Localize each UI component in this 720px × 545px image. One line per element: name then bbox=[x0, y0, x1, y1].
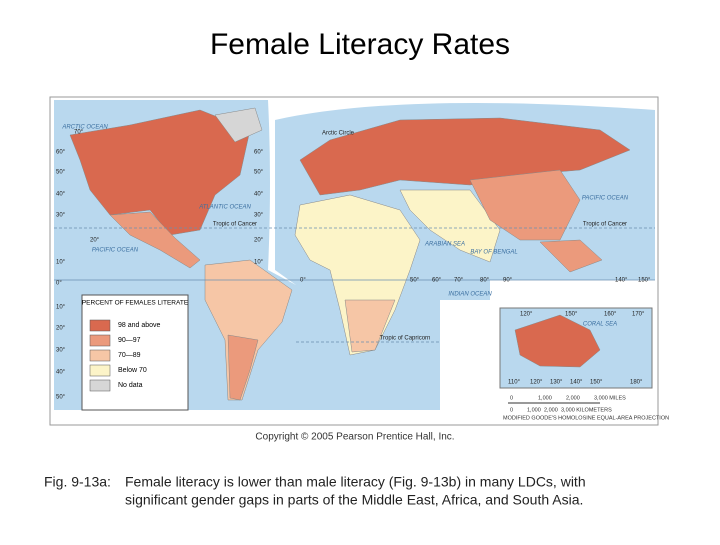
south-america bbox=[204, 259, 293, 401]
scale-label: 2,000 bbox=[566, 395, 580, 401]
europe-russia bbox=[299, 117, 631, 196]
ocean-label: ARABIAN SEA bbox=[424, 242, 465, 248]
degree-label: 30° bbox=[56, 213, 66, 219]
legend-label: 98 and above bbox=[118, 322, 161, 329]
degree-label: 90° bbox=[503, 278, 513, 284]
degree-label: 150° bbox=[565, 312, 578, 318]
degree-label: 170° bbox=[632, 312, 645, 318]
china bbox=[469, 169, 581, 241]
degree-label: 110° bbox=[508, 380, 521, 386]
ocean-label: ATLANTIC OCEAN bbox=[198, 205, 251, 211]
scale-label: 1,000 bbox=[538, 395, 552, 401]
australia bbox=[514, 314, 601, 368]
legend-swatch bbox=[89, 334, 111, 347]
degree-label: 120° bbox=[520, 312, 533, 318]
ocean-label: BAY OF BENGAL bbox=[470, 250, 517, 256]
legend-label: Below 70 bbox=[118, 367, 147, 374]
caption-line: Female literacy is lower than male liter… bbox=[125, 474, 586, 490]
degree-label: 150° bbox=[590, 380, 603, 386]
degree-label: 130° bbox=[550, 380, 563, 386]
degree-label: 50° bbox=[410, 278, 420, 284]
copyright: Copyright © 2005 Pearson Prentice Hall, … bbox=[255, 432, 454, 443]
caption-line: significant gender gaps in parts of the … bbox=[125, 492, 583, 508]
ocean-label: INDIAN OCEAN bbox=[448, 292, 492, 298]
degree-label: 10° bbox=[254, 260, 264, 266]
slide-title: Female Literacy Rates bbox=[210, 28, 510, 61]
legend: PERCENT OF FEMALES LITERATE 98 and above 9… bbox=[82, 300, 189, 392]
scale-label: 2,000 bbox=[544, 407, 558, 413]
degree-label: 40° bbox=[56, 370, 66, 376]
degree-label: 50° bbox=[56, 395, 66, 401]
southern-africa bbox=[344, 299, 396, 353]
degree-label: 150° bbox=[638, 278, 651, 284]
north-america bbox=[69, 109, 251, 236]
south-asia bbox=[399, 189, 501, 263]
scale-label: 0 bbox=[510, 407, 513, 413]
degree-label: 10° bbox=[56, 260, 66, 266]
scale-label: 3,000 KILOMETERS bbox=[561, 407, 612, 413]
degree-label: 20° bbox=[90, 238, 100, 244]
degree-label: 120° bbox=[530, 380, 543, 386]
degree-label: 160° bbox=[604, 312, 617, 318]
degree-label: 30° bbox=[56, 348, 66, 354]
greenland bbox=[214, 107, 263, 143]
ocean-label: CORAL SEA bbox=[583, 322, 617, 328]
degree-label: 40° bbox=[254, 192, 264, 198]
degree-label: 40° bbox=[56, 192, 66, 198]
projection-label: MODIFIED GOODE'S HOMOLOSINE EQUAL-AREA P… bbox=[503, 415, 669, 421]
degree-label: 70° bbox=[74, 130, 84, 136]
map bbox=[49, 96, 659, 426]
degree-label: 20° bbox=[254, 238, 264, 244]
legend-title: PERCENT OF FEMALES LITERATE bbox=[82, 300, 189, 307]
degree-label: 0° bbox=[300, 278, 306, 284]
scale-label: 0 bbox=[510, 395, 513, 401]
degree-label: 50° bbox=[254, 170, 264, 176]
degree-label: 180° bbox=[630, 380, 643, 386]
degree-label: 50° bbox=[56, 170, 66, 176]
ocean-label: PACIFIC OCEAN bbox=[582, 196, 629, 202]
degree-label: 140° bbox=[615, 278, 628, 284]
ocean-label: PACIFIC OCEAN bbox=[92, 248, 139, 254]
central-america bbox=[109, 211, 201, 269]
legend-label: 90—97 bbox=[118, 337, 141, 344]
caption-label: Fig. 9-13a: bbox=[44, 474, 111, 490]
degree-label: 0° bbox=[56, 281, 62, 287]
legend-label: 70—89 bbox=[118, 352, 141, 359]
scale-label: 3,000 MILES bbox=[594, 395, 626, 401]
legend-swatch bbox=[89, 319, 111, 332]
line-label: Tropic of Cancer bbox=[583, 222, 627, 228]
legend-swatch bbox=[89, 364, 111, 377]
degree-label: 70° bbox=[454, 278, 464, 284]
legend-swatch bbox=[89, 379, 111, 392]
degree-label: 60° bbox=[432, 278, 442, 284]
degree-label: 10° bbox=[56, 305, 66, 311]
degree-label: 60° bbox=[254, 150, 264, 156]
southeast-asia bbox=[539, 239, 603, 273]
degree-label: 30° bbox=[254, 213, 264, 219]
line-label: Arctic Circle bbox=[322, 131, 355, 137]
degree-label: 60° bbox=[56, 150, 66, 156]
line-label: Tropic of Capricorn bbox=[380, 336, 431, 342]
degree-label: 20° bbox=[56, 326, 66, 332]
line-label: Tropic of Cancer bbox=[213, 222, 257, 228]
southern-cone bbox=[227, 334, 259, 401]
legend-swatch bbox=[89, 349, 111, 362]
degree-label: 140° bbox=[570, 380, 583, 386]
map-labels: ARCTIC OCEAN ATLANTIC OCEAN PACIFIC OCEAN P… bbox=[56, 125, 651, 401]
scale-label: 1,000 bbox=[527, 407, 541, 413]
degree-label: 80° bbox=[480, 278, 490, 284]
ocean-label: ARCTIC OCEAN bbox=[61, 125, 108, 131]
legend-label: No data bbox=[118, 382, 143, 389]
